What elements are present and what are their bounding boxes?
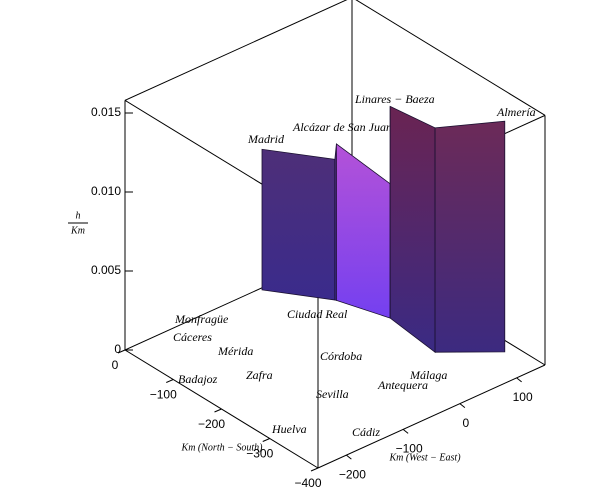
wall-panel bbox=[261, 148, 336, 301]
y-axis-label: Km (West − East) bbox=[388, 452, 461, 463]
y-tick-label: 100 bbox=[513, 390, 533, 404]
y-tick-label: −200 bbox=[339, 467, 366, 481]
z-tick-label: 0.015 bbox=[91, 105, 121, 119]
x-tick bbox=[214, 408, 222, 413]
place-label: Antequera bbox=[377, 378, 428, 392]
y-tick bbox=[459, 403, 466, 409]
place-label: Madrid bbox=[247, 132, 285, 146]
z-tick-label: 0.005 bbox=[91, 263, 121, 277]
x-tick-label: −300 bbox=[246, 447, 273, 461]
place-label: Cádiz bbox=[352, 425, 380, 439]
place-label: Córdoba bbox=[320, 349, 362, 363]
place-label: Badajoz bbox=[178, 372, 218, 386]
place-label: Monfragüe bbox=[174, 312, 229, 326]
x-tick bbox=[262, 438, 270, 442]
z-tick-label: 0 bbox=[114, 342, 121, 356]
x-tick bbox=[166, 379, 174, 383]
x-tick-label: 0 bbox=[112, 358, 119, 372]
z-label-num: h bbox=[76, 210, 81, 221]
place-label: Cáceres bbox=[173, 330, 212, 344]
x-tick bbox=[310, 467, 319, 472]
x-tick-label: −200 bbox=[198, 417, 225, 431]
x-axis-label: Km (North − South) bbox=[181, 442, 264, 453]
x-tick-label: −100 bbox=[150, 388, 177, 402]
wall-panel bbox=[336, 143, 391, 319]
place-label: Alcázar de San Juan bbox=[292, 120, 392, 134]
y-tick bbox=[516, 377, 522, 383]
z-tick-label: 0.010 bbox=[91, 184, 121, 198]
y-tick bbox=[346, 454, 352, 460]
place-label: Málaga bbox=[409, 368, 447, 382]
place-label: Mérida bbox=[217, 344, 253, 358]
y-tick bbox=[402, 428, 409, 434]
y-tick-label: −100 bbox=[396, 442, 423, 456]
x-tick-label: −400 bbox=[294, 476, 321, 489]
place-label: Huelva bbox=[271, 422, 307, 436]
place-label: Almería bbox=[496, 105, 536, 119]
box-edge bbox=[317, 364, 546, 469]
box-edge bbox=[355, 0, 546, 116]
x-tick bbox=[117, 349, 126, 354]
box-edge bbox=[124, 0, 348, 101]
wall-panel bbox=[434, 120, 506, 353]
place-label: Linares − Baeza bbox=[354, 92, 435, 106]
place-label: Ciudad Real bbox=[287, 307, 348, 321]
place-label: Sevilla bbox=[316, 387, 349, 401]
wall-panel bbox=[389, 105, 436, 353]
z-label-den: Km bbox=[70, 225, 85, 236]
place-label: Zafra bbox=[246, 368, 273, 382]
y-tick-label: 0 bbox=[463, 416, 470, 430]
